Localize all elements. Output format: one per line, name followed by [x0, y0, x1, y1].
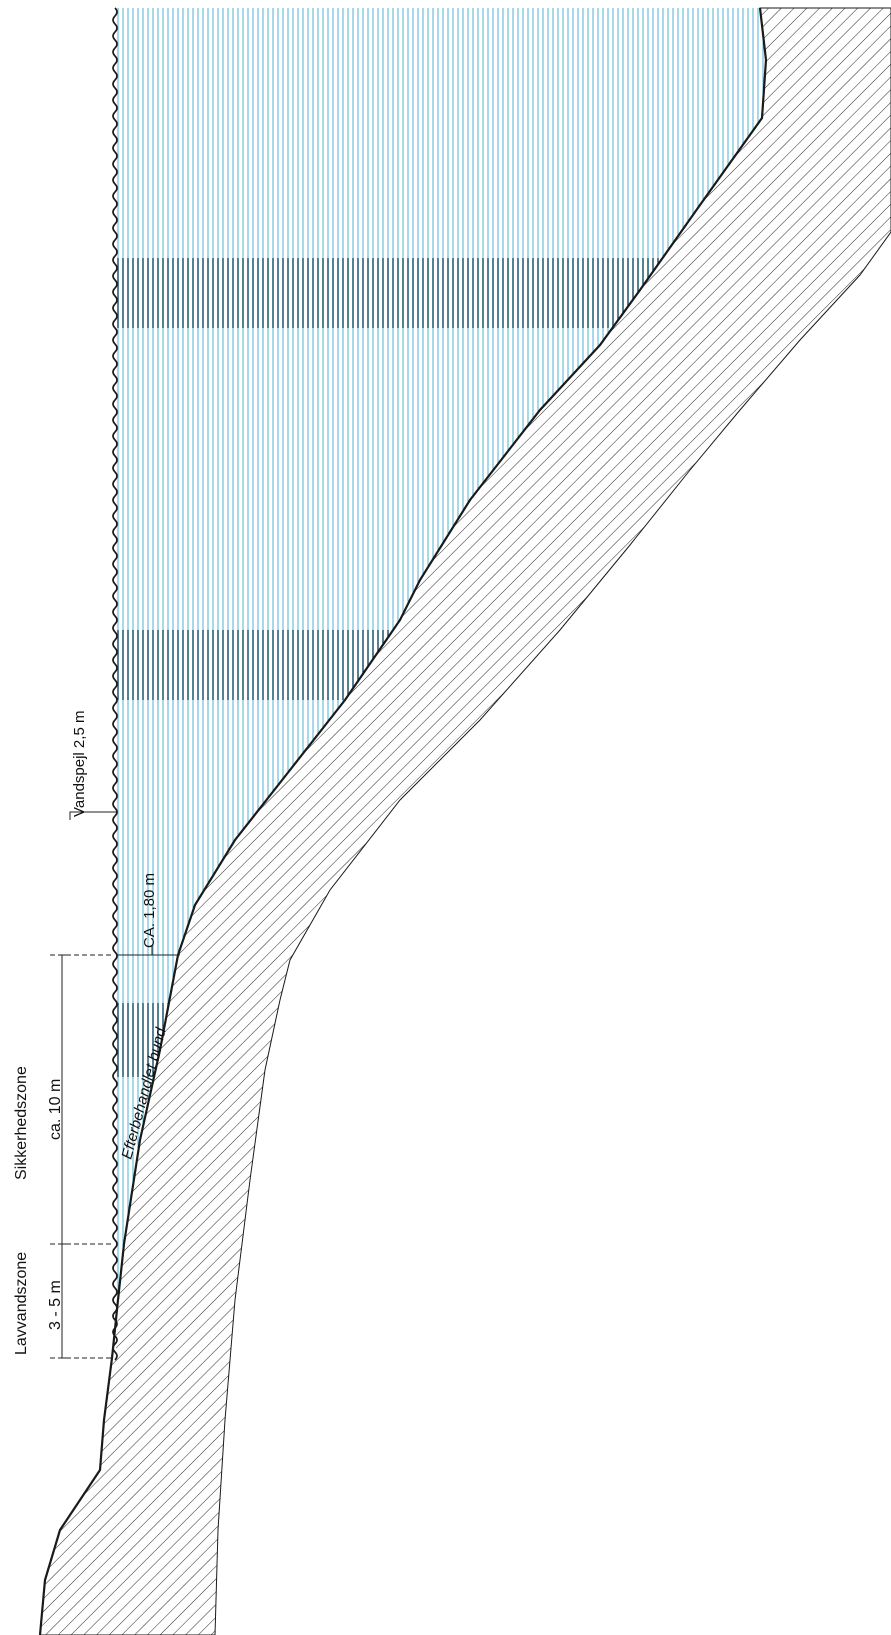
zone-dimension-lines	[50, 811, 180, 1359]
shallow-zone-name: Lavvandszone	[13, 1252, 30, 1355]
safety-zone-name: Sikkerhedszone	[13, 1066, 30, 1180]
bottom-terrain-line	[38, 7, 768, 1635]
shallow-zone-width: 3 - 5 m	[47, 1280, 64, 1330]
water-level-label: Vandspejl 2,5 m	[71, 711, 88, 817]
water-surface-line	[112, 7, 118, 1361]
depth-label: CA. 1,80 m	[141, 873, 158, 948]
safety-zone-width: ca. 10 m	[47, 1079, 64, 1140]
